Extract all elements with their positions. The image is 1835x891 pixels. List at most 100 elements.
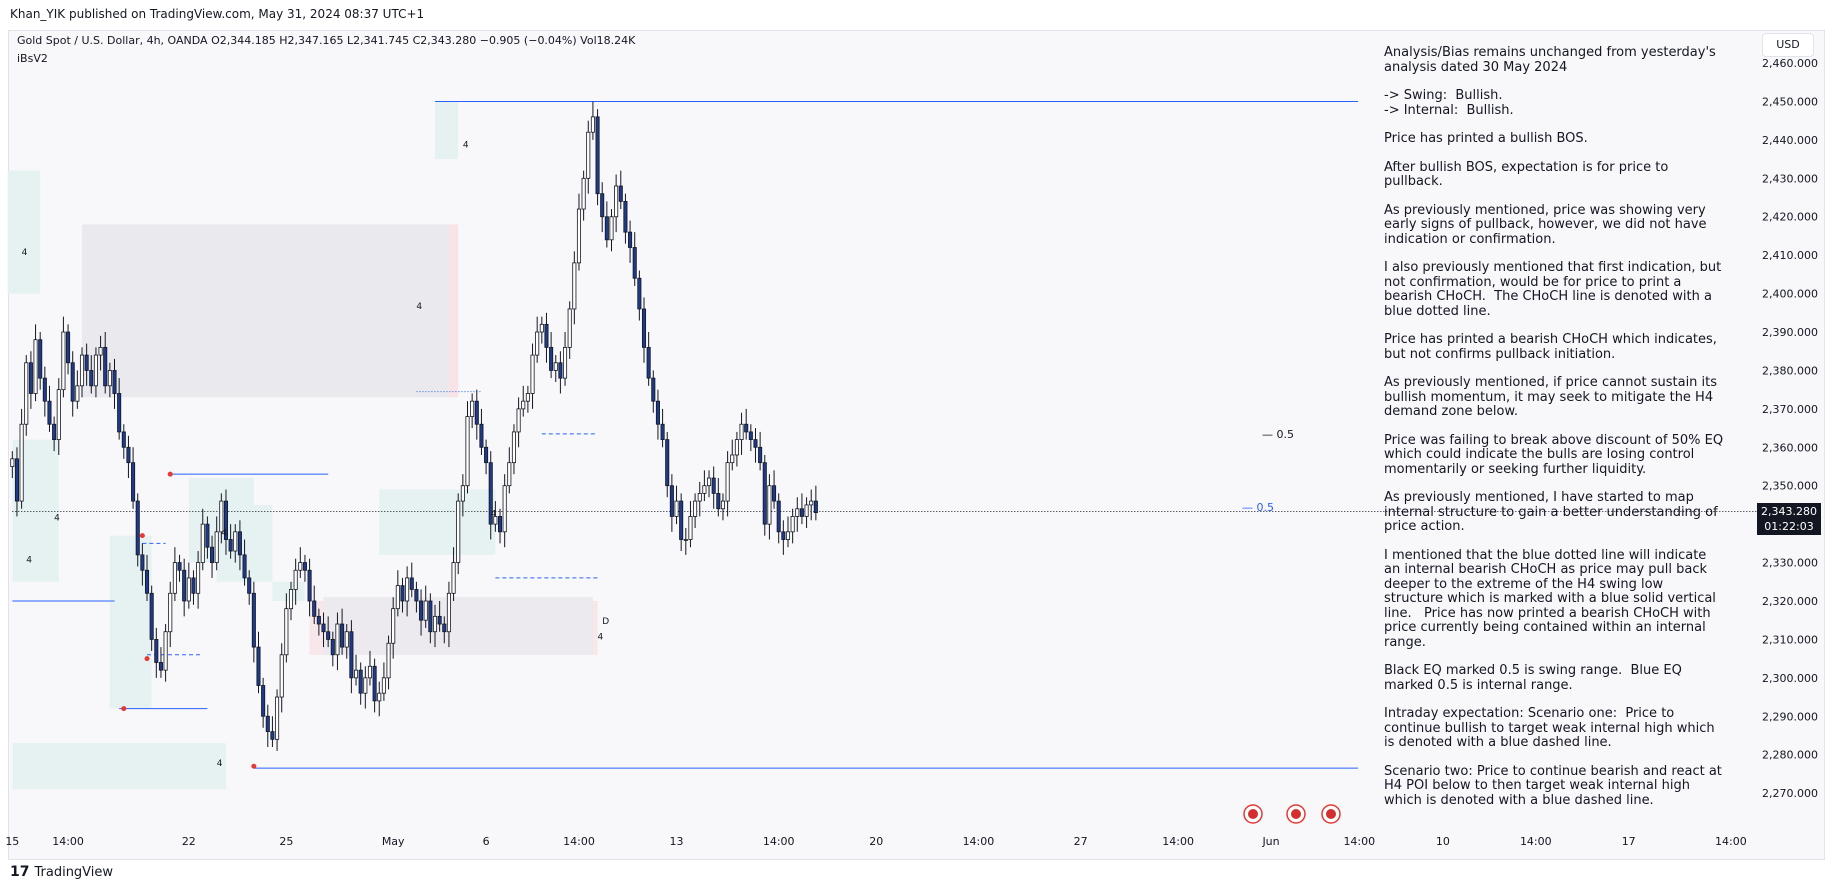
analysis-text-box: Analysis/Bias remains unchanged from yes… bbox=[1384, 45, 1724, 822]
bullish-candle bbox=[590, 116, 595, 133]
price-tick-label: 2,360.000 bbox=[1762, 441, 1818, 454]
analysis-paragraph: Analysis/Bias remains unchanged from yes… bbox=[1384, 45, 1720, 75]
bullish-candle bbox=[298, 562, 303, 571]
bearish-candle bbox=[799, 508, 804, 517]
bullish-candle bbox=[56, 389, 61, 441]
bullish-candle bbox=[405, 577, 410, 602]
time-tick-label: 14:00 bbox=[763, 835, 795, 848]
us-event-flag-icon-inner bbox=[1326, 809, 1336, 819]
bearish-candle bbox=[158, 662, 163, 671]
bullish-candle bbox=[465, 416, 470, 487]
price-tick-label: 2,270.000 bbox=[1762, 787, 1818, 800]
price-tick-label: 2,380.000 bbox=[1762, 364, 1818, 377]
bullish-candle bbox=[683, 539, 688, 541]
bearish-candle bbox=[89, 370, 94, 387]
time-tick-label: 6 bbox=[483, 835, 490, 848]
bullish-candle bbox=[539, 323, 544, 333]
bullish-candle bbox=[730, 454, 735, 464]
zones-layer bbox=[7, 101, 598, 790]
bearish-candle bbox=[270, 731, 275, 740]
time-tick-label: 14:00 bbox=[963, 835, 995, 848]
bullish-candle bbox=[470, 400, 475, 417]
bullish-candle bbox=[697, 492, 702, 502]
zone-box bbox=[272, 581, 305, 601]
bearish-candle bbox=[70, 362, 75, 402]
bearish-candle bbox=[753, 439, 758, 448]
bearish-candle bbox=[66, 331, 71, 364]
bullish-candle bbox=[395, 585, 400, 610]
bullish-candle bbox=[720, 500, 725, 510]
indicator-label[interactable]: iBsV2 bbox=[17, 52, 48, 65]
bearish-candle bbox=[646, 346, 651, 379]
bullish-candle bbox=[614, 185, 619, 218]
publisher-line: Khan_YIK published on TradingView.com, M… bbox=[10, 7, 425, 21]
bullish-candle bbox=[511, 431, 516, 464]
price-tick-label: 2,330.000 bbox=[1762, 557, 1818, 570]
bearish-candle bbox=[437, 615, 442, 625]
bullish-candle bbox=[702, 485, 707, 494]
chart-panel[interactable] bbox=[8, 30, 1825, 860]
time-tick-label: 14:00 bbox=[1343, 835, 1375, 848]
bullish-candle bbox=[446, 592, 451, 633]
analysis-paragraph: As previously mentioned, price was showi… bbox=[1384, 202, 1711, 247]
bullish-candle bbox=[98, 346, 103, 356]
bearish-candle bbox=[256, 646, 261, 686]
internal-eq-label: — 0.5 bbox=[1242, 501, 1274, 514]
zone-box bbox=[12, 743, 226, 790]
bearish-candle bbox=[762, 462, 767, 525]
zone-number-label: 4 bbox=[598, 632, 604, 642]
bullish-candle bbox=[493, 516, 498, 525]
bearish-candle bbox=[711, 477, 716, 494]
analysis-paragraph: Price has printed a bullish BOS. bbox=[1384, 131, 1588, 146]
bearish-candle bbox=[182, 569, 187, 602]
swing-point-marker bbox=[139, 533, 145, 539]
bullish-candle bbox=[391, 608, 396, 644]
time-tick-label: 20 bbox=[869, 835, 883, 848]
bearish-candle bbox=[154, 639, 159, 663]
bearish-candle bbox=[84, 354, 89, 371]
analysis-paragraph: As previously mentioned, if price cannot… bbox=[1384, 375, 1722, 419]
bullish-candle bbox=[767, 485, 772, 525]
symbol-legend: Gold Spot / U.S. Dollar, 4h, OANDA O2,34… bbox=[17, 34, 636, 47]
tradingview-logo-icon: 17 bbox=[10, 864, 30, 880]
bearish-candle bbox=[669, 485, 674, 517]
analysis-paragraph: Price has printed a bearish CHoCH which … bbox=[1384, 332, 1722, 362]
bearish-candle bbox=[135, 500, 140, 556]
bearish-candle bbox=[316, 615, 321, 625]
zone-edge-box bbox=[448, 224, 459, 398]
bearish-candle bbox=[131, 462, 136, 502]
bearish-candle bbox=[595, 116, 600, 195]
bearish-candle bbox=[349, 631, 354, 679]
bullish-candle bbox=[344, 631, 349, 648]
bullish-candle bbox=[386, 642, 391, 679]
time-tick-label: 25 bbox=[279, 835, 293, 848]
bullish-candle bbox=[363, 677, 368, 694]
currency-selector[interactable]: USD bbox=[1762, 33, 1814, 57]
bearish-candle bbox=[623, 200, 628, 233]
bearish-candle bbox=[414, 589, 419, 602]
time-axis: 15 14:00 22 25 May 6 14:00 13 14:00 20 14:00 27 14:0… bbox=[5, 804, 1747, 848]
us-event-flag-icon-inner bbox=[1291, 809, 1301, 819]
price-tick-label: 2,280.000 bbox=[1762, 749, 1818, 762]
price-axis: 2,270.000 2,280.000 2,290.000 2,300.000 2,31… bbox=[1762, 57, 1818, 800]
time-tick-label: 15 bbox=[5, 835, 19, 848]
bearish-candle bbox=[665, 439, 670, 487]
bullish-candle bbox=[61, 331, 66, 391]
bearish-candle bbox=[140, 554, 145, 571]
bullish-candle bbox=[553, 362, 558, 371]
bearish-candle bbox=[428, 600, 433, 633]
annotation-labels-layer: — 0.5 — 0.5 4 4 4 4 4 4 4 4 4 D bbox=[22, 141, 1294, 770]
zone-box bbox=[109, 535, 152, 709]
analysis-paragraph: Black EQ marked 0.5 is swing range. Blue… bbox=[1384, 663, 1686, 693]
bullish-candle bbox=[572, 262, 577, 310]
bearish-candle bbox=[781, 531, 786, 540]
poi-zone-box bbox=[323, 597, 593, 655]
bearish-candle bbox=[628, 231, 633, 248]
bullish-candle bbox=[563, 346, 568, 379]
bearish-candle bbox=[641, 308, 647, 348]
bullish-candle bbox=[200, 523, 205, 563]
tradingview-brand[interactable]: 17 TradingView bbox=[10, 864, 113, 880]
bearish-candle bbox=[326, 631, 331, 640]
bearish-candle bbox=[358, 669, 363, 694]
